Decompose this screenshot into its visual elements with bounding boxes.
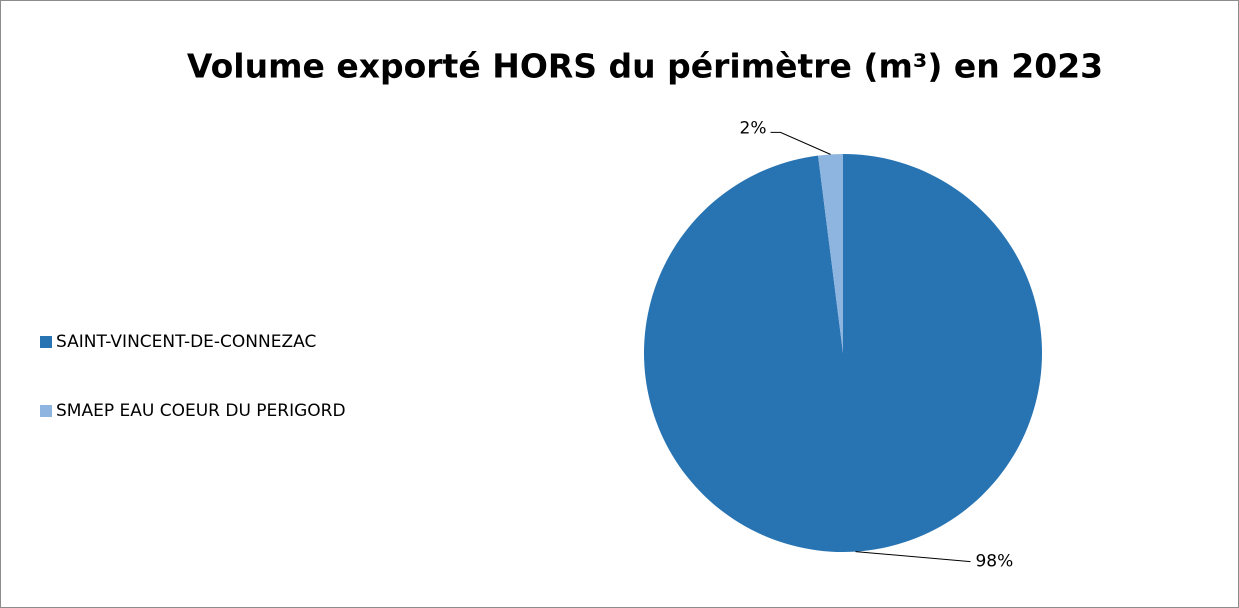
chart-title: Volume exporté HORS du périmètre (m³) en… bbox=[187, 47, 1103, 86]
legend-label: SAINT-VINCENT-DE-CONNEZAC bbox=[56, 332, 316, 352]
leader-line bbox=[770, 131, 831, 155]
pie-slice bbox=[818, 154, 843, 353]
pie-slice bbox=[643, 154, 1042, 553]
data-label: 2% bbox=[740, 118, 767, 138]
data-label: 98% bbox=[975, 552, 1013, 572]
legend-swatch bbox=[40, 336, 52, 348]
legend-swatch bbox=[40, 405, 52, 417]
legend-label: SMAEP EAU COEUR DU PERIGORD bbox=[56, 401, 346, 421]
leader-line bbox=[855, 551, 971, 563]
